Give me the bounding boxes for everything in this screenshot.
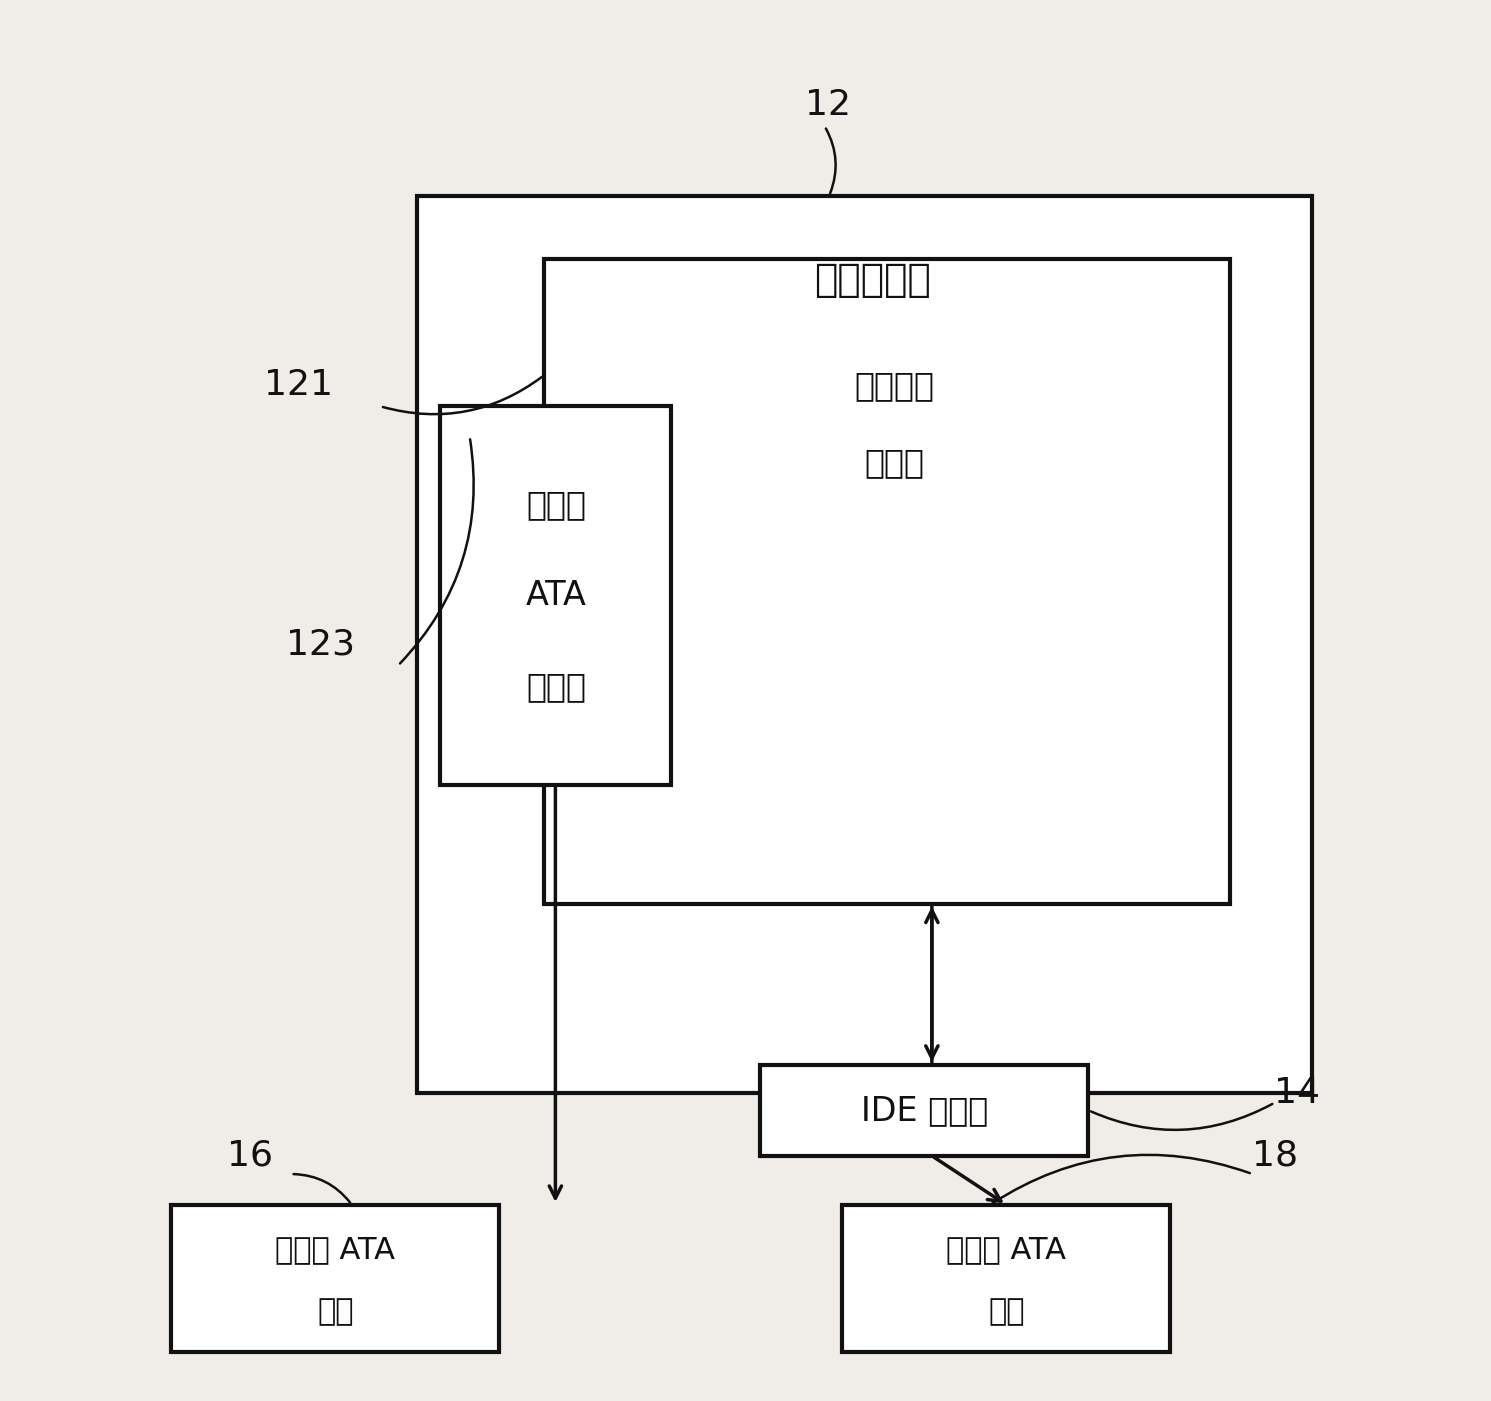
Text: 控制器: 控制器 <box>865 446 924 479</box>
Bar <box>760 1065 1088 1156</box>
Bar <box>842 1205 1170 1352</box>
Bar <box>171 1205 499 1352</box>
Text: 14: 14 <box>1275 1076 1320 1110</box>
Text: 实体层: 实体层 <box>526 670 586 703</box>
Text: 装置: 装置 <box>318 1297 353 1325</box>
Text: IDE 汇流排: IDE 汇流排 <box>860 1094 989 1128</box>
Text: 储存媒体: 储存媒体 <box>854 368 935 402</box>
Text: 串列式 ATA: 串列式 ATA <box>276 1236 395 1264</box>
Bar <box>440 406 671 785</box>
Text: 16: 16 <box>228 1139 273 1173</box>
Text: 18: 18 <box>1252 1139 1297 1173</box>
Text: 并列式: 并列式 <box>526 488 586 521</box>
Bar <box>544 259 1230 904</box>
Text: 并列式 ATA: 并列式 ATA <box>947 1236 1066 1264</box>
Text: 12: 12 <box>805 88 850 122</box>
Text: 主控制芯片: 主控制芯片 <box>814 261 930 300</box>
Text: 123: 123 <box>286 628 355 661</box>
Text: 121: 121 <box>264 368 332 402</box>
Text: 装置: 装置 <box>989 1297 1024 1325</box>
Bar <box>417 196 1312 1093</box>
Text: ATA: ATA <box>526 579 586 612</box>
